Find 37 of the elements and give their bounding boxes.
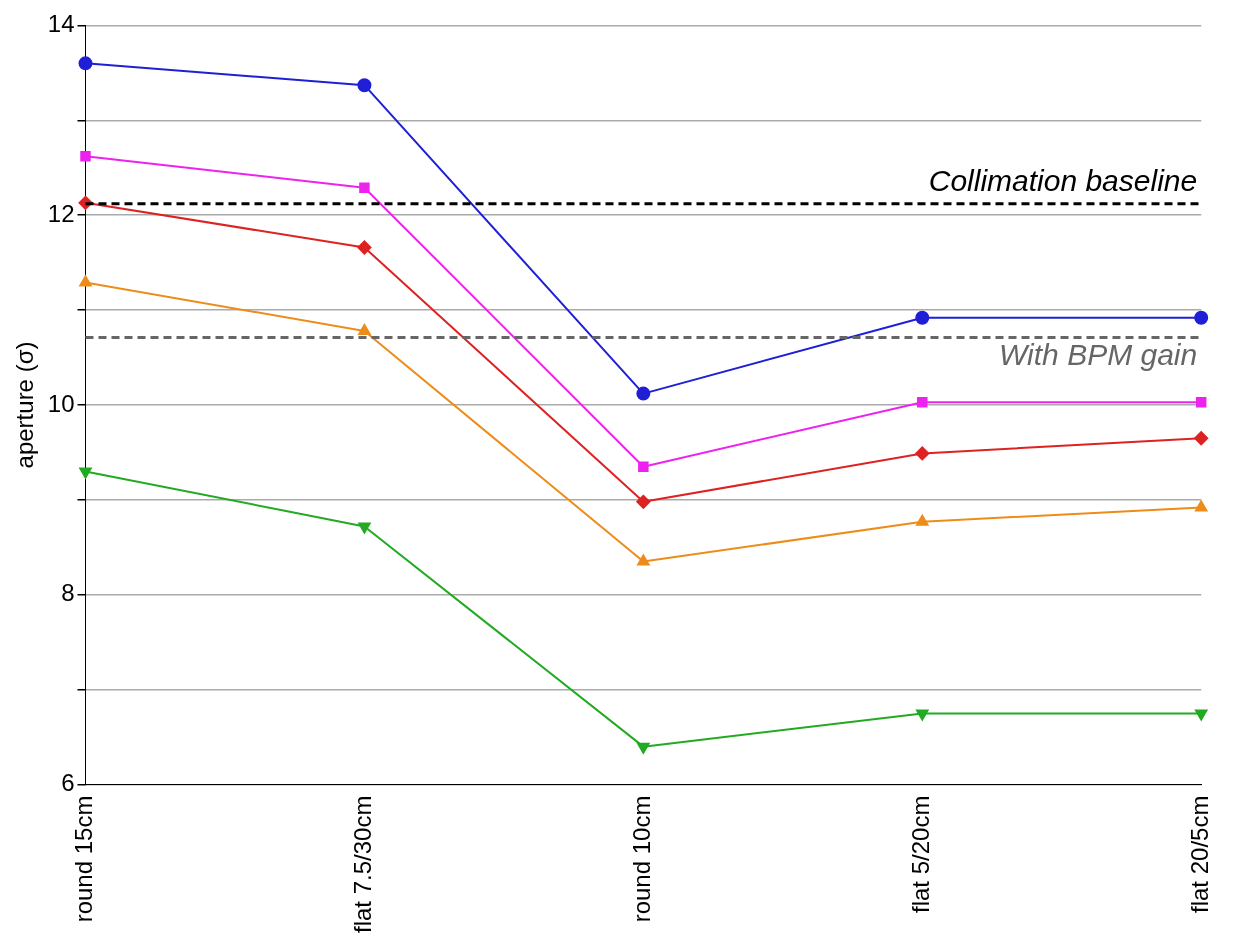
point (916, 709, 929, 721)
point (79, 467, 92, 479)
point (357, 240, 372, 255)
point (78, 56, 93, 71)
point (637, 554, 650, 566)
point (359, 182, 370, 193)
y-tick-label: 6 (61, 769, 75, 797)
point (1194, 431, 1209, 446)
point (915, 446, 930, 461)
point (637, 742, 650, 754)
point (357, 78, 372, 93)
point (358, 323, 371, 335)
point (917, 396, 928, 408)
x-tick-label: flat 7.5/30cm (349, 795, 377, 933)
point (636, 386, 651, 401)
point (1195, 500, 1208, 512)
y-tick-label: 12 (47, 199, 75, 227)
point (79, 275, 92, 287)
point (1195, 709, 1208, 721)
y-tick-label: 10 (47, 389, 75, 417)
point (916, 514, 929, 526)
point (80, 151, 91, 162)
point (638, 461, 649, 472)
point (636, 494, 651, 509)
y-tick-label: 8 (61, 579, 75, 607)
y-axis-title: aperture (σ) (11, 341, 39, 469)
point (358, 522, 371, 534)
point (1195, 396, 1207, 408)
ref-line-label: With BPM gain (999, 337, 1198, 371)
x-tick-label: round 10cm (627, 795, 655, 923)
point (915, 310, 930, 325)
ref-line-label: Collimation baseline (928, 164, 1198, 198)
x-tick-label: round 15cm (70, 795, 98, 923)
x-tick-label: flat 5/20cm (906, 795, 934, 913)
point (1194, 310, 1209, 325)
y-tick-label: 14 (47, 10, 75, 38)
x-tick-label: flat 20/5cm (1185, 795, 1213, 913)
